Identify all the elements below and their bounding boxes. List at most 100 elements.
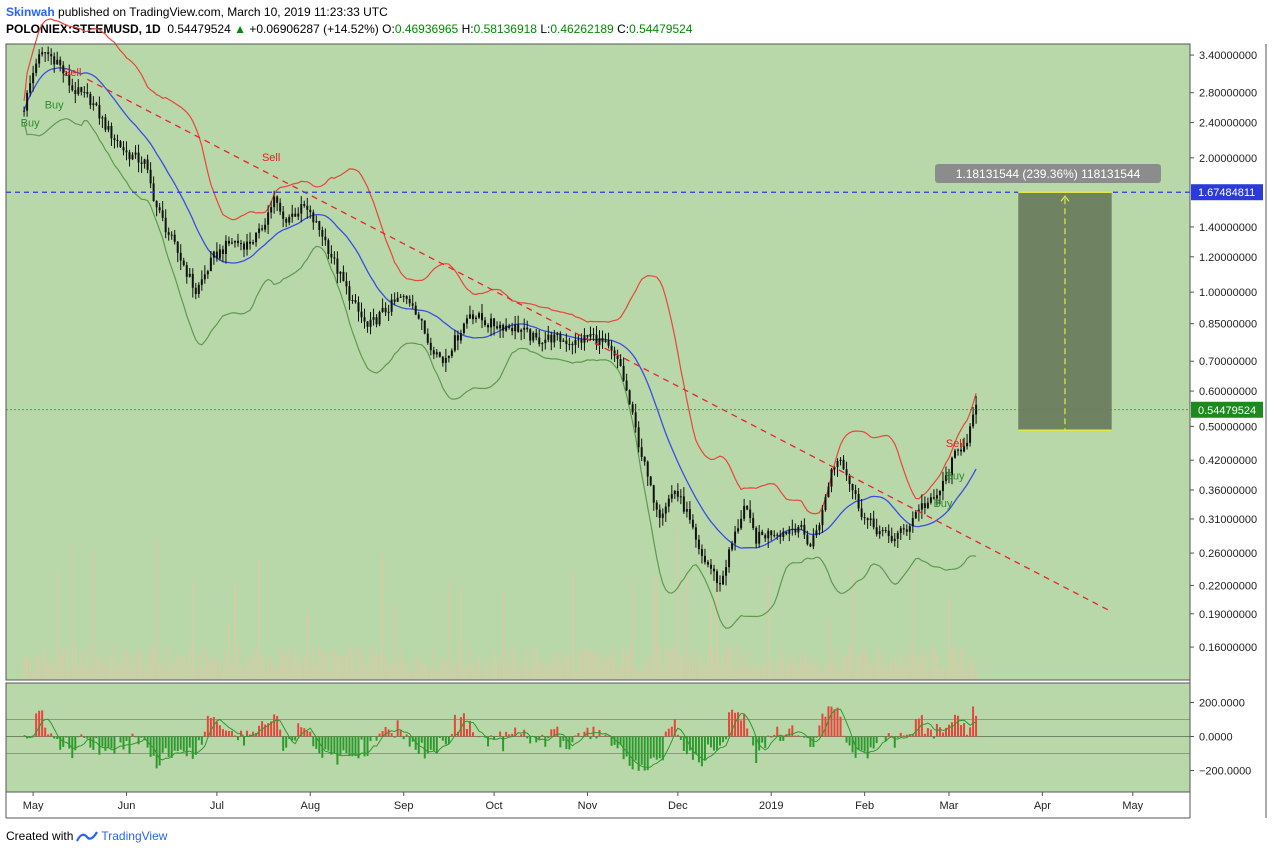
candle-body xyxy=(682,496,685,512)
volume-bar xyxy=(288,648,291,680)
author-name[interactable]: Skinwah xyxy=(6,5,55,19)
oscillator-bar xyxy=(387,729,390,737)
oscillator-bar xyxy=(694,736,697,755)
volume-bar xyxy=(709,599,712,680)
volume-bar xyxy=(963,645,966,680)
oscillator-bar xyxy=(276,715,279,737)
volume-bar xyxy=(785,666,788,680)
oscillator-bar xyxy=(652,736,655,758)
candle-body xyxy=(746,505,749,510)
candle-body xyxy=(842,459,845,470)
volume-bar xyxy=(239,664,242,680)
oscillator-bar xyxy=(74,736,77,751)
candle-body xyxy=(29,83,32,93)
candle-body xyxy=(610,345,613,351)
high-label: H: xyxy=(461,22,474,36)
candle-body xyxy=(972,414,975,427)
volume-bar xyxy=(821,669,824,680)
oscillator-bar xyxy=(688,736,691,751)
volume-bar xyxy=(140,651,143,680)
candle-body xyxy=(706,562,709,565)
oscillator-bar xyxy=(484,736,487,738)
candle-body xyxy=(200,279,203,285)
volume-bar xyxy=(101,660,104,680)
candle-body xyxy=(950,457,953,475)
candle-body xyxy=(348,286,351,301)
candle-body xyxy=(447,355,450,358)
candle-body xyxy=(917,509,920,512)
volume-bar xyxy=(59,652,62,680)
oscillator-bar xyxy=(459,717,462,737)
volume-bar xyxy=(954,645,957,680)
oscillator-bar xyxy=(869,736,872,748)
volume-bar xyxy=(41,660,44,680)
oscillator-bar xyxy=(595,736,598,739)
candle-body xyxy=(420,318,423,321)
candle-body xyxy=(601,338,604,342)
volume-bar xyxy=(471,662,474,680)
oscillator-bar xyxy=(737,712,740,737)
oscillator-bar xyxy=(613,736,616,745)
candle-body xyxy=(785,531,788,534)
oscillator-bar xyxy=(646,736,649,771)
volume-bar xyxy=(224,651,227,680)
oscillator-bar xyxy=(80,734,83,737)
candle-body xyxy=(595,334,598,345)
volume-bar xyxy=(128,654,131,680)
candle-body xyxy=(619,359,622,366)
candle-body xyxy=(908,526,911,532)
volume-bar xyxy=(734,669,737,680)
volume-bar xyxy=(565,657,568,680)
oscillator-bar xyxy=(722,736,725,743)
volume-bar xyxy=(670,644,673,680)
oscillator-bar xyxy=(140,736,143,738)
candle-body xyxy=(728,549,731,568)
oscillator-bar xyxy=(544,736,547,747)
candle-body xyxy=(369,319,372,327)
oscillator-bar xyxy=(821,713,824,737)
oscillator-bar xyxy=(905,734,908,737)
volume-bar xyxy=(324,650,327,680)
oscillator-pane-background xyxy=(6,683,1190,792)
time-axis-label: Nov xyxy=(578,800,598,812)
tradingview-brand[interactable]: TradingView xyxy=(101,829,168,843)
oscillator-bar xyxy=(685,736,688,755)
oscillator-bar xyxy=(845,736,848,743)
oscillator-bar xyxy=(773,734,776,737)
volume-bar xyxy=(176,654,179,680)
oscillator-bar xyxy=(378,733,381,737)
oscillator-bar xyxy=(227,730,230,737)
candle-body xyxy=(236,240,239,244)
volume-bar xyxy=(830,658,833,680)
oscillator-bar xyxy=(517,735,520,737)
candle-body xyxy=(896,532,899,539)
oscillator-bar xyxy=(212,717,215,737)
candle-body xyxy=(782,531,785,537)
price-axis-label: 0.60000000 xyxy=(1199,386,1257,398)
price-axis-label: 0.42000000 xyxy=(1199,455,1257,467)
volume-bar xyxy=(92,549,95,680)
volume-bar xyxy=(279,645,282,680)
candle-body xyxy=(571,344,574,346)
volume-bar xyxy=(453,661,456,680)
candle-body xyxy=(625,380,628,391)
candle-body xyxy=(182,260,185,266)
volume-bar xyxy=(221,671,224,680)
oscillator-bar xyxy=(288,736,291,740)
volume-bar xyxy=(456,646,459,680)
volume-bar xyxy=(505,645,508,680)
candle-body xyxy=(140,162,143,164)
volume-bar xyxy=(246,657,249,680)
buy-signal-label: Buy xyxy=(946,471,965,483)
candle-body xyxy=(664,506,667,514)
oscillator-bar xyxy=(414,736,417,750)
oscillator-bar xyxy=(700,736,703,767)
candle-body xyxy=(544,339,547,344)
candle-body xyxy=(667,498,670,507)
oscillator-bar xyxy=(592,726,595,737)
volume-bar xyxy=(872,663,875,680)
candle-body xyxy=(818,525,821,531)
volume-bar xyxy=(26,657,29,680)
candle-body xyxy=(529,329,532,341)
